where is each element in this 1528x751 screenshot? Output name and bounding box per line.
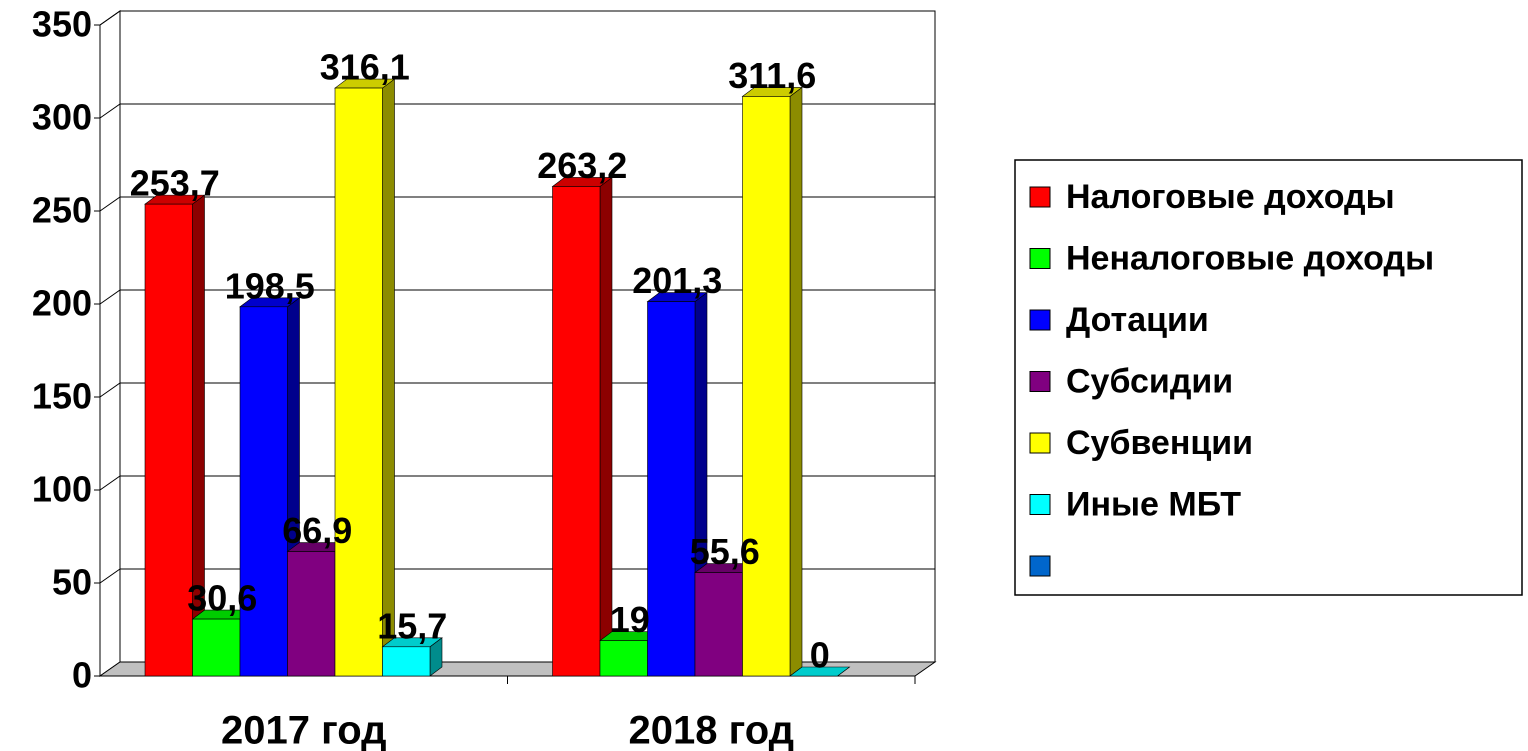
legend-label: Субвенции — [1066, 424, 1253, 462]
value-label: 253,7 — [130, 163, 220, 204]
y-tick-label: 300 — [32, 97, 92, 138]
value-label: 0 — [810, 635, 830, 676]
grid-line — [99, 10, 935, 26]
legend-swatch — [1029, 186, 1051, 208]
value-label: 201,3 — [632, 260, 722, 301]
bar-front — [192, 618, 241, 677]
legend-label: Дотации — [1066, 301, 1209, 339]
bar-top — [789, 666, 851, 677]
bar-front — [382, 646, 431, 677]
bar — [334, 78, 396, 677]
value-label: 66,9 — [282, 510, 352, 551]
bar-side — [789, 86, 803, 677]
bar — [789, 666, 851, 677]
grid-line — [99, 196, 935, 212]
legend-swatch — [1029, 309, 1051, 331]
bar — [741, 86, 803, 677]
bar-front — [742, 96, 791, 677]
legend-label: Неналоговые доходы — [1066, 239, 1434, 277]
value-label: 19 — [610, 599, 650, 640]
y-tick-label: 150 — [32, 376, 92, 417]
legend-label: Субсидии — [1066, 362, 1233, 400]
value-label: 316,1 — [320, 47, 410, 88]
value-label: 30,6 — [187, 578, 257, 619]
bar-front — [552, 186, 601, 677]
grid-line — [99, 103, 935, 119]
bar — [144, 194, 206, 677]
x-tick-label: 2017 год — [221, 709, 387, 751]
bar-side — [382, 78, 395, 677]
bar-front — [239, 306, 288, 677]
legend-label: Иные МБТ — [1066, 485, 1241, 523]
bar-front — [694, 572, 743, 677]
grid-line — [99, 289, 935, 305]
y-tick-label: 50 — [52, 562, 92, 603]
y-tick-label: 350 — [32, 4, 92, 45]
bar — [381, 637, 443, 677]
value-label: 55,6 — [690, 531, 760, 572]
legend-swatch — [1029, 432, 1051, 454]
y-tick-label: 100 — [32, 469, 92, 510]
legend-label: Налоговые доходы — [1066, 178, 1395, 216]
legend-swatch — [1029, 494, 1051, 515]
bar-front — [599, 640, 648, 677]
bar-front — [334, 87, 383, 677]
legend-box — [1014, 159, 1523, 596]
bar-front — [144, 203, 193, 677]
bar — [551, 176, 613, 677]
y-tick-label: 200 — [32, 283, 92, 324]
y-tick-label: 250 — [32, 190, 92, 231]
value-label: 15,7 — [377, 605, 447, 646]
value-label: 311,6 — [728, 55, 816, 96]
legend-swatch — [1029, 371, 1051, 392]
legend-swatch — [1029, 248, 1051, 269]
bar-front — [287, 551, 336, 677]
legend-swatch — [1029, 555, 1051, 577]
bar-front — [647, 301, 696, 677]
y-tick-label: 0 — [72, 655, 92, 696]
value-label: 198,5 — [225, 265, 315, 306]
x-tick-label: 2018 год — [628, 709, 794, 751]
value-label: 263,2 — [537, 145, 627, 186]
